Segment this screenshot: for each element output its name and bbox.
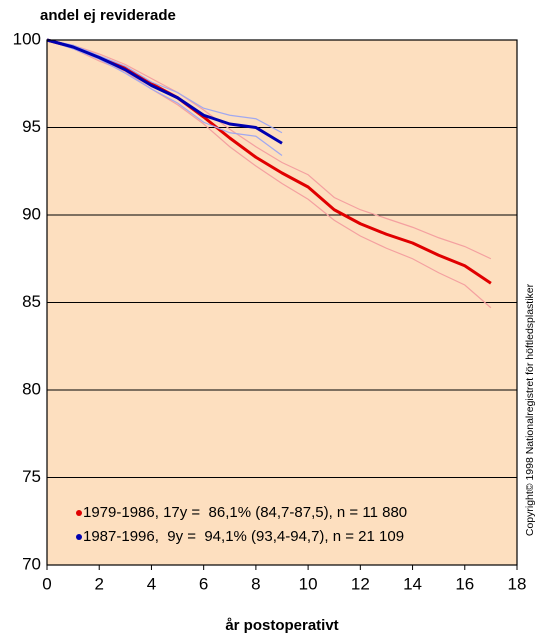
y-tick-label: 80	[22, 379, 41, 398]
y-tick-label: 90	[22, 204, 41, 223]
ci-line	[46, 39, 283, 134]
ci-line	[46, 39, 492, 309]
y-axis-title: andel ej reviderade	[40, 7, 176, 24]
x-tick-label: 0	[42, 574, 51, 593]
series-line	[46, 38, 283, 145]
y-tick-label: 95	[22, 117, 41, 136]
y-tick-label: 70	[22, 554, 41, 573]
x-tick-label: 16	[455, 574, 474, 593]
x-tick-label: 14	[403, 574, 422, 593]
copyright: Copyright© 1998 Nationalregistret för hö…	[524, 283, 536, 536]
x-tick-label: 8	[251, 574, 260, 593]
y-tick-label: 75	[22, 467, 41, 486]
x-tick-label: 18	[508, 574, 527, 593]
legend-marker	[76, 534, 82, 540]
ci-line	[46, 39, 492, 260]
plot-frame	[46, 39, 518, 566]
x-tick-label: 12	[351, 574, 370, 593]
legend-label: 1987-1996, 9y = 94,1% (93,4-94,7), n = 2…	[83, 528, 404, 545]
legend-marker	[76, 510, 82, 516]
y-tick-label: 85	[22, 292, 41, 311]
x-tick-label: 6	[199, 574, 208, 593]
ci-line	[46, 39, 283, 156]
legend-label: 1979-1986, 17y = 86,1% (84,7-87,5), n = …	[83, 504, 407, 521]
x-tick-label: 2	[94, 574, 103, 593]
x-tick-label: 10	[299, 574, 318, 593]
x-axis-title: år postoperativt	[225, 617, 338, 634]
x-tick-label: 4	[147, 574, 156, 593]
y-tick-label: 100	[13, 29, 41, 48]
